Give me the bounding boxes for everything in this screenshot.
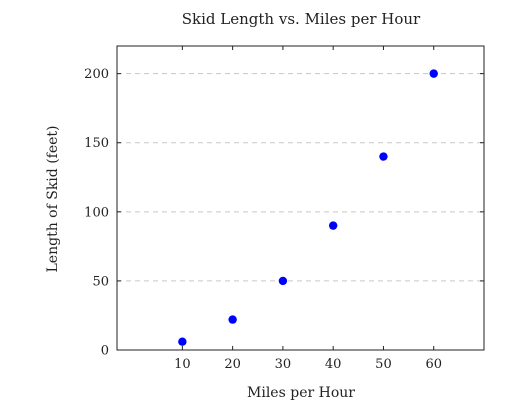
x-tick-label-4: 50 (375, 357, 392, 372)
y-tick-label-3: 150 (84, 136, 109, 151)
x-tick-label-5: 60 (425, 357, 442, 372)
x-tick-label-0: 10 (174, 357, 191, 372)
x-tick-label-1: 20 (224, 357, 241, 372)
data-point-2 (278, 276, 288, 286)
data-point-5 (429, 69, 438, 78)
data-points (178, 69, 438, 346)
x-axis-label: Miles per Hour (247, 385, 355, 401)
data-point-1 (228, 315, 237, 324)
chart-title: Skid Length vs. Miles per Hour (182, 10, 421, 28)
data-point-0 (178, 337, 187, 346)
x-tick-label-3: 40 (325, 357, 342, 372)
y-tick-label-2: 100 (84, 205, 109, 220)
plot-frame (116, 45, 485, 351)
data-point-4 (379, 152, 388, 161)
axis-ticks: 0 50 100 150 200 10 20 30 40 50 60 (84, 46, 484, 372)
data-point-3 (328, 221, 338, 230)
x-tick-label-2: 30 (275, 357, 292, 372)
y-tick-label-0: 0 (101, 344, 109, 359)
y-tick-label-1: 50 (92, 274, 109, 289)
y-axis-label: Length of Skid (feet) (45, 126, 61, 273)
grid-lines (117, 73, 484, 282)
y-tick-label-4: 200 (84, 67, 109, 82)
